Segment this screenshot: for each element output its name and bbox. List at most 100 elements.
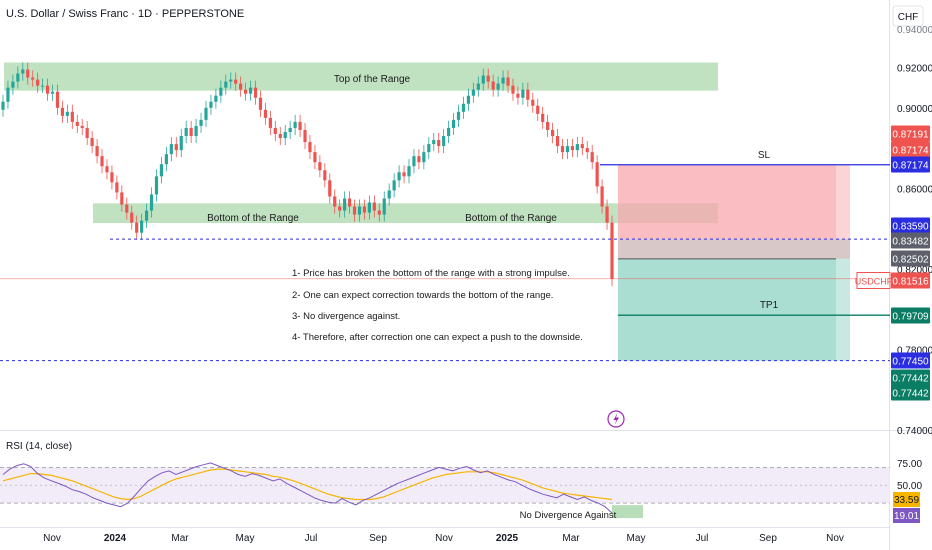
candle-body: [85, 127, 89, 139]
candle: [268, 110, 272, 136]
candle-body: [65, 111, 69, 116]
candle-body: [1, 101, 5, 110]
candle: [110, 165, 114, 190]
candle: [600, 179, 604, 214]
candle: [516, 86, 520, 105]
price-label-box: [891, 141, 930, 158]
candle-body: [273, 127, 277, 134]
price-label-text: 0.83482: [892, 237, 929, 248]
candle: [120, 185, 124, 212]
time-axis[interactable]: Nov 2024 Mar May Jul Sep Nov 2025 Mar May Jul Sep No…: [43, 533, 844, 544]
candle: [447, 120, 451, 144]
price-tick-label-partial: 0.82000: [897, 265, 932, 276]
candle: [417, 149, 421, 170]
candle: [318, 155, 322, 178]
candle: [21, 62, 25, 81]
rsi-value-box: [893, 508, 920, 523]
candle-body: [298, 121, 302, 130]
time-tick-label: May: [627, 533, 646, 544]
stop-loss-zone-fade: [836, 164, 850, 240]
candle: [407, 159, 411, 184]
candle: [382, 191, 386, 222]
candle-body: [555, 136, 560, 147]
candle: [570, 139, 574, 158]
candle-body: [194, 125, 198, 137]
candle: [199, 112, 203, 133]
candle: [140, 213, 144, 240]
rsi-layer: [0, 462, 890, 519]
candle-body: [214, 95, 218, 102]
candle: [130, 205, 134, 230]
candle-body: [189, 127, 193, 137]
time-tick-label: Nov: [43, 533, 61, 544]
candle: [184, 120, 188, 144]
candle: [333, 189, 337, 214]
note-4: 4- Therefore, after correction one can e…: [292, 332, 583, 343]
candle: [174, 137, 178, 158]
candle-body: [506, 77, 510, 86]
currency-button[interactable]: [892, 5, 924, 27]
candle: [511, 78, 515, 101]
candle-body: [590, 152, 594, 163]
rsi-ma-value-box: [893, 492, 920, 507]
price-label-box: [891, 272, 930, 289]
candle-body: [422, 152, 426, 163]
candle: [95, 139, 99, 164]
candle-body: [11, 81, 15, 88]
candle: [550, 122, 555, 144]
candle-body: [486, 75, 490, 82]
candle-body: [526, 89, 530, 100]
candle-body: [481, 75, 485, 84]
candle-body: [179, 136, 183, 151]
time-tick-label: 2025: [496, 533, 519, 544]
candle-body: [21, 69, 25, 74]
candle: [164, 147, 168, 172]
candle-body: [442, 136, 446, 147]
rsi-tick-label: 75.00: [897, 459, 922, 470]
candle: [471, 82, 475, 103]
price-axis[interactable]: 0.92000 0.90000 0.86000 0.78000 0.74000 0.820…: [855, 64, 932, 524]
price-tick-label: 0.74000: [897, 426, 932, 437]
note-1: 1- Price has broken the bottom of the ra…: [292, 268, 570, 279]
candle-body: [144, 210, 149, 221]
candle-body: [323, 170, 327, 181]
price-tick-label: 0.86000: [897, 184, 932, 195]
candle: [357, 199, 362, 222]
candle-body: [248, 87, 253, 94]
candle-body: [397, 172, 401, 181]
candle-body: [511, 85, 515, 94]
candle-body: [447, 127, 451, 137]
candle: [258, 90, 263, 117]
candle: [506, 70, 510, 93]
price-label-box: [891, 352, 930, 369]
candle-body: [496, 83, 500, 90]
candle-body: [600, 186, 604, 207]
candle-body: [209, 101, 213, 108]
annotation-tp1: TP1: [760, 300, 779, 311]
candle-body: [224, 81, 228, 88]
candle: [65, 104, 69, 123]
annotation-sl: SL: [758, 150, 771, 161]
candle: [308, 135, 312, 160]
currency-label: CHF: [898, 12, 919, 23]
candle: [466, 88, 471, 111]
candle-body: [516, 93, 520, 98]
candle-body: [278, 133, 282, 139]
candle: [610, 215, 614, 287]
candle-body: [229, 79, 233, 82]
candle-body: [308, 142, 312, 153]
candle: [536, 98, 540, 121]
candle: [323, 163, 327, 188]
candle: [6, 80, 10, 109]
candle-body: [70, 111, 74, 122]
candle-body: [610, 222, 614, 280]
candle-body: [560, 146, 565, 153]
price-label-text: 0.77442: [892, 389, 929, 400]
candle: [476, 76, 480, 97]
candle: [36, 72, 40, 93]
candle-body: [531, 99, 535, 106]
candle: [352, 199, 357, 222]
candle-body: [392, 180, 396, 191]
candle-body: [26, 69, 30, 78]
